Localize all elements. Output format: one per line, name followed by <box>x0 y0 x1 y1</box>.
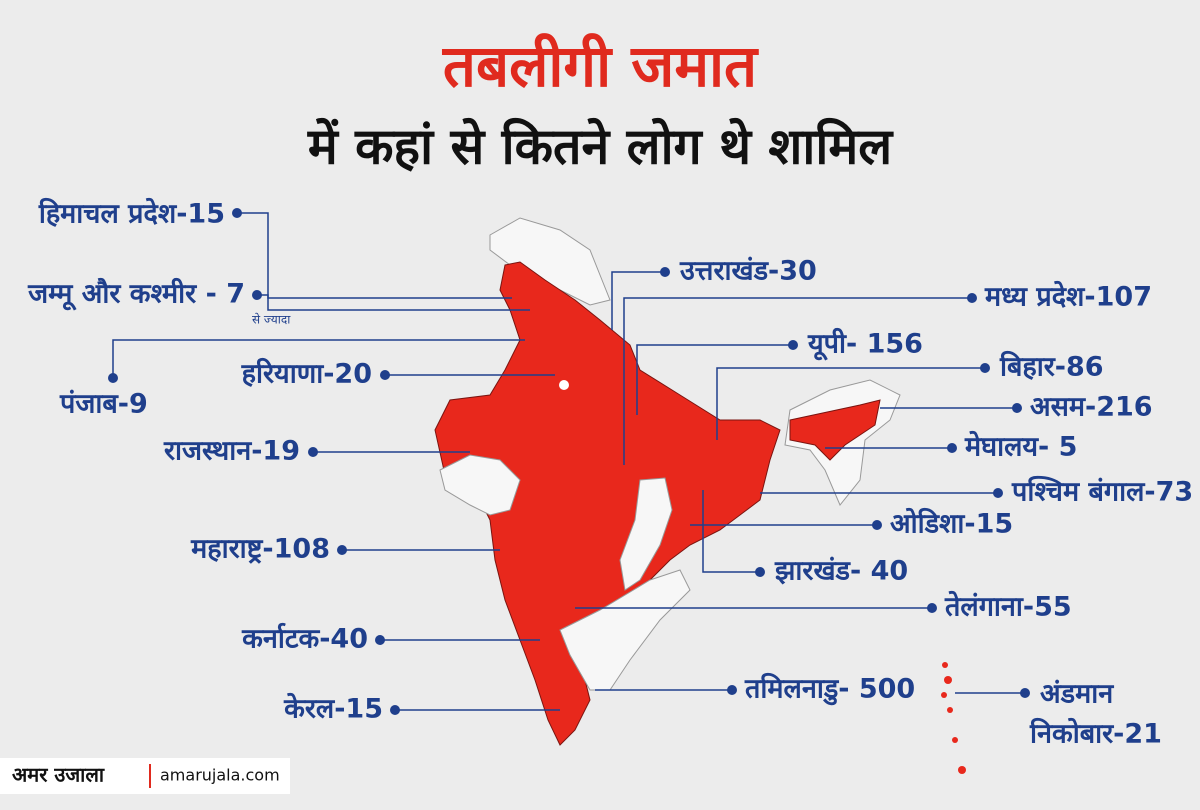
footer-box <box>0 758 290 794</box>
leader-line <box>257 294 530 311</box>
dot <box>308 447 318 457</box>
delhi <box>559 380 569 390</box>
dot <box>108 373 118 383</box>
state-label: असम-216 <box>1030 392 1153 423</box>
dot <box>252 290 262 300</box>
state-label: हिमाचल प्रदेश-15 <box>38 198 225 230</box>
state-label: कर्नाटक-40 <box>241 623 368 655</box>
state-label: राजस्थान-19 <box>163 436 300 467</box>
state-label: तमिलनाडु- 500 <box>744 673 915 706</box>
footer-brand: अमर उजाला <box>12 763 105 787</box>
state-label: केरल-15 <box>283 693 383 725</box>
dot <box>232 208 242 218</box>
leader-line <box>636 344 793 415</box>
map <box>434 217 966 774</box>
dot <box>380 370 390 380</box>
region-assam <box>789 399 881 461</box>
dot <box>993 488 1003 498</box>
leader-line <box>716 367 985 440</box>
subtitle: में कहां से कितने लोग थे शामिल <box>307 118 894 176</box>
state-label: मध्य प्रदेश-107 <box>984 281 1152 313</box>
state-label: मेघालय- 5 <box>964 431 1077 463</box>
dot <box>967 293 977 303</box>
dot <box>337 545 347 555</box>
dot <box>727 685 737 695</box>
region-jk <box>489 217 611 306</box>
dot <box>375 635 385 645</box>
andaman-label: निकोबार-21 <box>1029 718 1162 750</box>
state-label: पश्चिम बंगाल-73 <box>1011 476 1193 508</box>
leader-line <box>702 490 760 573</box>
region-gujarat <box>439 454 521 516</box>
state-label: बिहार-86 <box>999 351 1104 383</box>
leader-line <box>611 271 665 330</box>
andaman-label: अंडमान <box>1040 679 1114 710</box>
labels: हिमाचल प्रदेश-15 जम्मू और कश्मीर - 7 पंजाब… <box>27 198 1193 725</box>
state-label: उत्तराखंड-30 <box>679 256 817 287</box>
leader-line <box>112 339 525 378</box>
dot <box>980 363 990 373</box>
dot <box>390 705 400 715</box>
state-label: पंजाब-9 <box>59 389 148 420</box>
dot <box>788 340 798 350</box>
leader-line <box>623 297 972 465</box>
dot <box>872 520 882 530</box>
state-label: महाराष्ट्र-108 <box>190 534 330 565</box>
dot <box>660 267 670 277</box>
dot <box>947 443 957 453</box>
state-label: यूपी- 156 <box>807 328 923 362</box>
leader-line <box>237 212 512 299</box>
state-label: हरियाणा-20 <box>241 358 372 390</box>
state-label: जम्मू और कश्मीर - 7 <box>27 278 245 312</box>
region-andhra <box>559 569 691 691</box>
state-label: ओडिशा-15 <box>890 508 1013 540</box>
dot <box>1012 403 1022 413</box>
region-chhattisgarh <box>619 477 673 591</box>
state-label: झारखंड- 40 <box>774 556 908 587</box>
dot <box>927 603 937 613</box>
note: से ज्यादा <box>252 313 291 327</box>
title: तबलीगी जमात <box>442 32 759 100</box>
footer-site: amarujala.com <box>160 766 280 785</box>
islands <box>941 662 966 774</box>
dot <box>755 567 765 577</box>
state-label: तेलंगाना-55 <box>944 591 1072 623</box>
